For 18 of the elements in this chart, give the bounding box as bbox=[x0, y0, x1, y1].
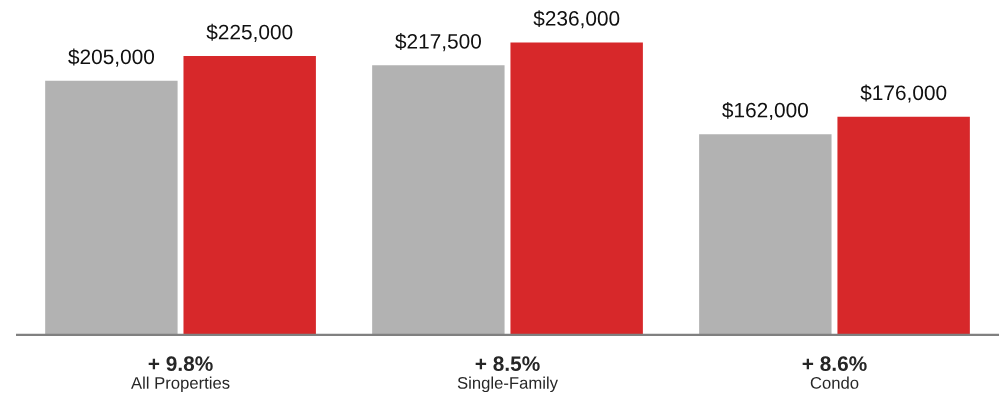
data-label: $236,000 bbox=[533, 10, 620, 29]
text: + 8.5% bbox=[475, 356, 540, 372]
x-tick-label: Condo bbox=[810, 376, 859, 389]
x-tick-label: All Properties bbox=[131, 376, 230, 393]
bar bbox=[837, 116, 970, 335]
bar bbox=[183, 56, 316, 335]
x-tick-label: Single-Family bbox=[457, 376, 558, 393]
text: + 9.8% bbox=[148, 356, 213, 372]
bar bbox=[510, 42, 643, 335]
data-label: $217,500 bbox=[395, 33, 481, 52]
bar bbox=[372, 65, 505, 335]
data-label: $176,000 bbox=[860, 84, 947, 103]
bar bbox=[45, 80, 178, 335]
data-label: $225,000 bbox=[206, 23, 293, 42]
data-label: $205,000 bbox=[68, 48, 155, 67]
bar bbox=[699, 134, 832, 335]
text: + 8.6% bbox=[802, 356, 867, 372]
data-label: $162,000 bbox=[722, 101, 808, 120]
